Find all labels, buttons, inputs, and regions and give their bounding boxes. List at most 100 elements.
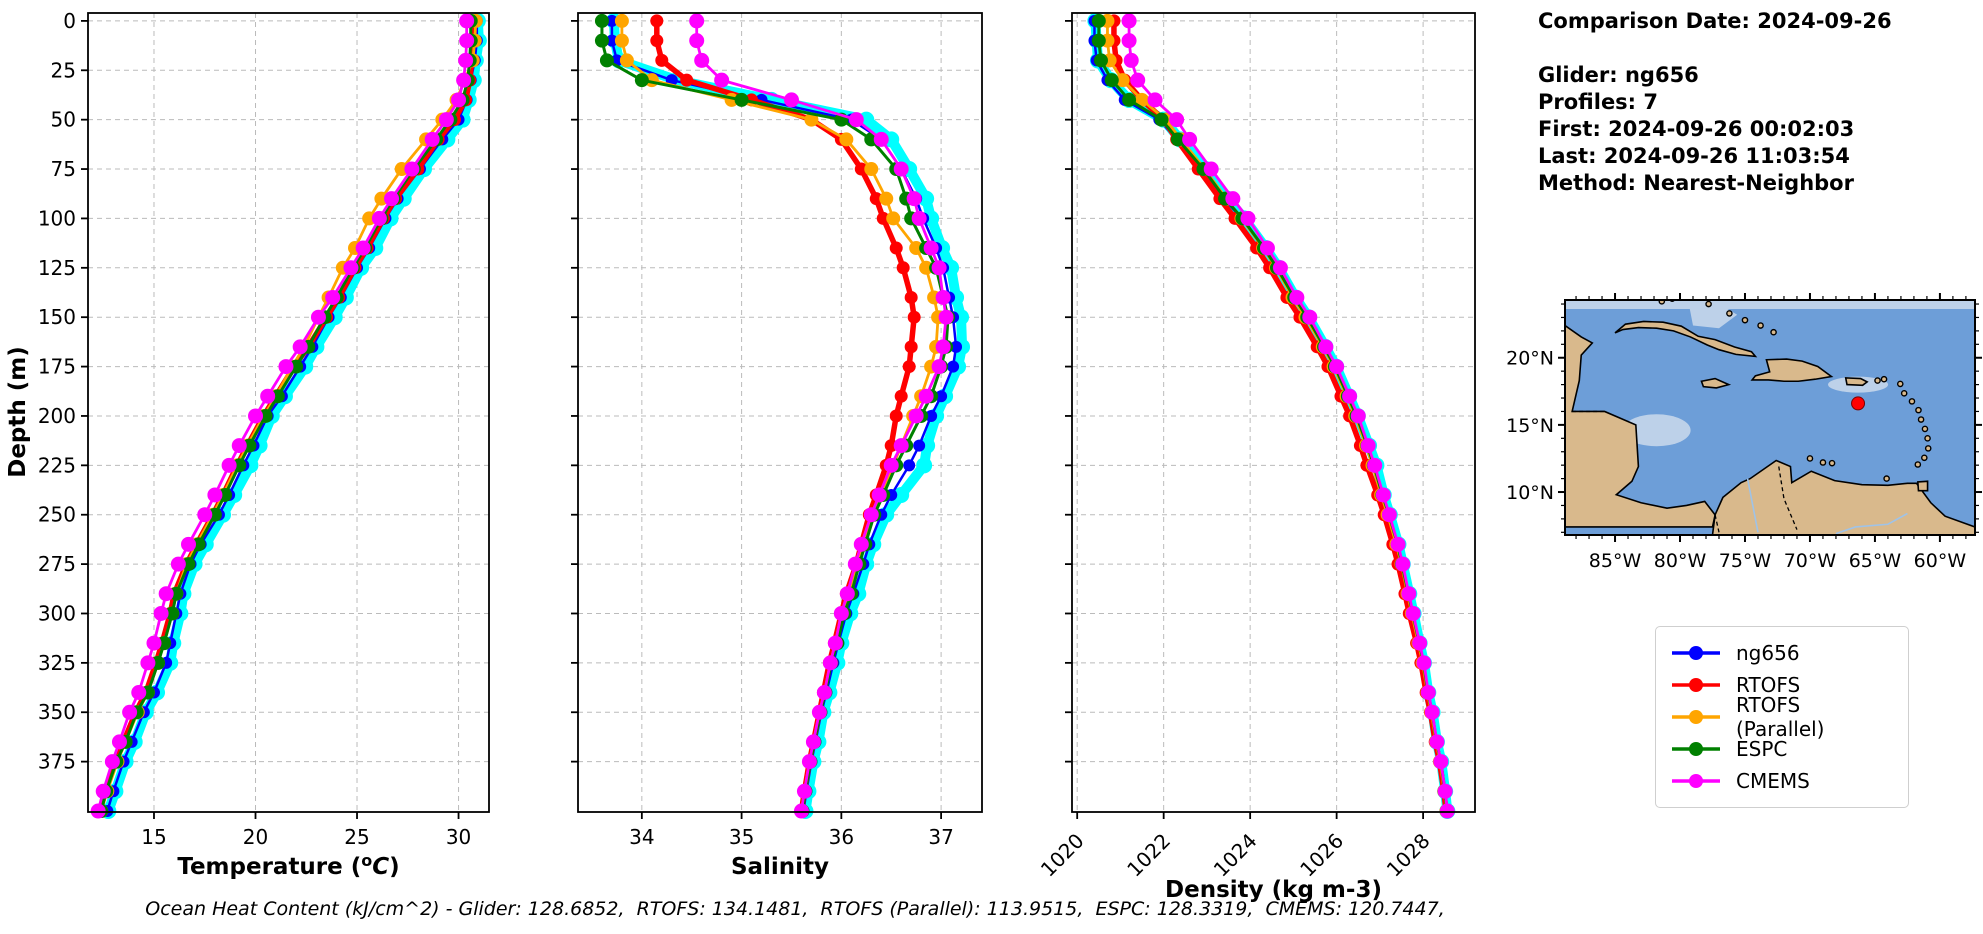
legend-label: ESPC <box>1736 737 1788 761</box>
map-shallow-band <box>1565 300 1975 309</box>
series-marker-CMEMS <box>853 536 869 552</box>
series-marker-CMEMS <box>1429 734 1445 750</box>
first-time-text: First: 2024-09-26 00:02:03 <box>1538 117 1855 141</box>
axes-spine <box>577 12 983 813</box>
series-marker-CMEMS <box>931 359 947 375</box>
series-marker-RTOFS (Parallel) <box>879 191 894 206</box>
series-marker-CMEMS <box>1367 457 1383 473</box>
series-marker-RTOFS <box>889 241 903 255</box>
glider-position-marker <box>1851 396 1866 411</box>
series-marker-CMEMS <box>90 803 106 819</box>
series-marker-CMEMS <box>689 13 705 29</box>
series-marker-CMEMS <box>1395 556 1411 572</box>
series-marker-CMEMS <box>1121 33 1137 49</box>
series-line-ESPC <box>99 19 473 813</box>
series-marker-RTOFS (Parallel) <box>839 132 854 147</box>
series-marker-CMEMS <box>153 605 169 621</box>
y-tick-label: 300 <box>38 601 76 625</box>
series-marker-CMEMS <box>1412 635 1428 651</box>
series-marker-CMEMS <box>140 655 156 671</box>
x-tick-label: 1022 <box>1122 829 1175 882</box>
series-marker-CMEMS <box>847 556 863 572</box>
series-marker-CMEMS <box>918 388 934 404</box>
map-land-puerto-rico <box>1844 377 1869 387</box>
series-marker-ESPC <box>1091 13 1106 28</box>
series-marker-CMEMS <box>833 605 849 621</box>
map-island <box>1806 455 1814 462</box>
series-marker-CMEMS <box>1147 92 1163 108</box>
y-tick-label: 75 <box>51 157 76 181</box>
x-tick-label: 1028 <box>1382 829 1435 882</box>
y-tick-label: 200 <box>38 404 76 428</box>
series-marker-RTOFS (Parallel) <box>1115 73 1130 88</box>
series-line-ng656 <box>106 19 479 813</box>
series-marker-ESPC <box>207 507 222 522</box>
series-line-glider-raw-envelope <box>608 15 968 817</box>
series-marker-glider-raw-envelope <box>916 457 933 474</box>
series-marker-ng656 <box>935 390 948 403</box>
series-marker-CMEMS <box>260 388 276 404</box>
series-marker-CMEMS <box>1342 388 1358 404</box>
map-lon-label: 60°W <box>1914 550 1967 572</box>
series-marker-RTOFS <box>889 409 903 423</box>
map-lon-label: 70°W <box>1784 550 1837 572</box>
series-marker-CMEMS <box>355 240 371 256</box>
series-marker-CMEMS <box>811 704 827 720</box>
series-marker-ng656 <box>913 439 926 452</box>
panel-temperature: 0 25 50 75 100 125 150 175 200 225 250 275 300 325 350… <box>38 9 490 880</box>
series-marker-RTOFS <box>894 389 908 403</box>
legend-label: RTOFS <box>1736 673 1801 697</box>
series-marker-CMEMS <box>1130 72 1146 88</box>
map-island <box>1770 328 1777 336</box>
legend-line-marker-icon <box>1672 742 1720 756</box>
series-marker-ESPC <box>1093 53 1108 68</box>
series-marker-CMEMS <box>292 339 308 355</box>
series-marker-glider-raw-envelope <box>918 190 935 207</box>
x-tick-label: 25 <box>344 825 369 849</box>
series-marker-CMEMS <box>796 783 812 799</box>
map-land-hispaniola <box>1750 358 1834 383</box>
legend-marker-dot <box>1689 774 1703 788</box>
y-tick-label: 225 <box>38 453 76 477</box>
map-land-trinidad <box>1916 480 1929 492</box>
x-tick-label: 15 <box>141 825 166 849</box>
map-island <box>1924 445 1932 452</box>
series-marker-CMEMS <box>1121 13 1137 29</box>
series-marker-CMEMS <box>1375 487 1391 503</box>
map-river <box>1746 478 1759 533</box>
series-marker-RTOFS (Parallel) <box>1135 92 1150 107</box>
legend-marker-dot <box>1689 678 1703 692</box>
series-marker-CMEMS <box>1405 605 1421 621</box>
series-marker-CMEMS <box>438 112 454 128</box>
series-marker-ng656 <box>605 34 618 47</box>
series-marker-CMEMS <box>384 191 400 207</box>
map-island <box>1726 310 1733 317</box>
map-island <box>1921 454 1928 462</box>
map-island <box>1741 316 1749 324</box>
x-tick-label: 1020 <box>1036 829 1089 882</box>
series-marker-CMEMS <box>278 359 294 375</box>
series-marker-CMEMS <box>1302 309 1318 325</box>
series-line-CMEMS <box>96 19 469 813</box>
series-marker-ESPC <box>218 487 233 502</box>
series-marker-CMEMS <box>111 734 127 750</box>
series-marker-CMEMS <box>221 457 237 473</box>
y-tick-label: 100 <box>38 206 76 230</box>
series-marker-ESPC <box>258 408 273 423</box>
map-land-cuba <box>1614 320 1758 358</box>
series-marker-CMEMS <box>197 507 213 523</box>
series-marker-CMEMS <box>1416 655 1432 671</box>
location-map: 85°W 80°W 75°W 70°W 65°W 60°W 10°N 15°N 20°N <box>1506 293 1982 572</box>
x-tick-label: 35 <box>729 825 754 849</box>
series-marker-CMEMS <box>1289 289 1305 305</box>
series-marker-ng656 <box>925 409 938 422</box>
map-shallow-bank <box>1689 300 1738 329</box>
series-marker-RTOFS <box>869 192 883 206</box>
x-tick-label: 37 <box>928 825 953 849</box>
x-tick-label: 1024 <box>1209 829 1262 882</box>
series-marker-CMEMS <box>805 734 821 750</box>
series-marker-CMEMS <box>458 52 474 68</box>
series-marker-CMEMS <box>873 131 889 147</box>
legend: ng656 RTOFS RTOFS (Parallel) ESPC CMEMS <box>1655 626 1909 808</box>
axes-spine <box>1071 12 1476 813</box>
